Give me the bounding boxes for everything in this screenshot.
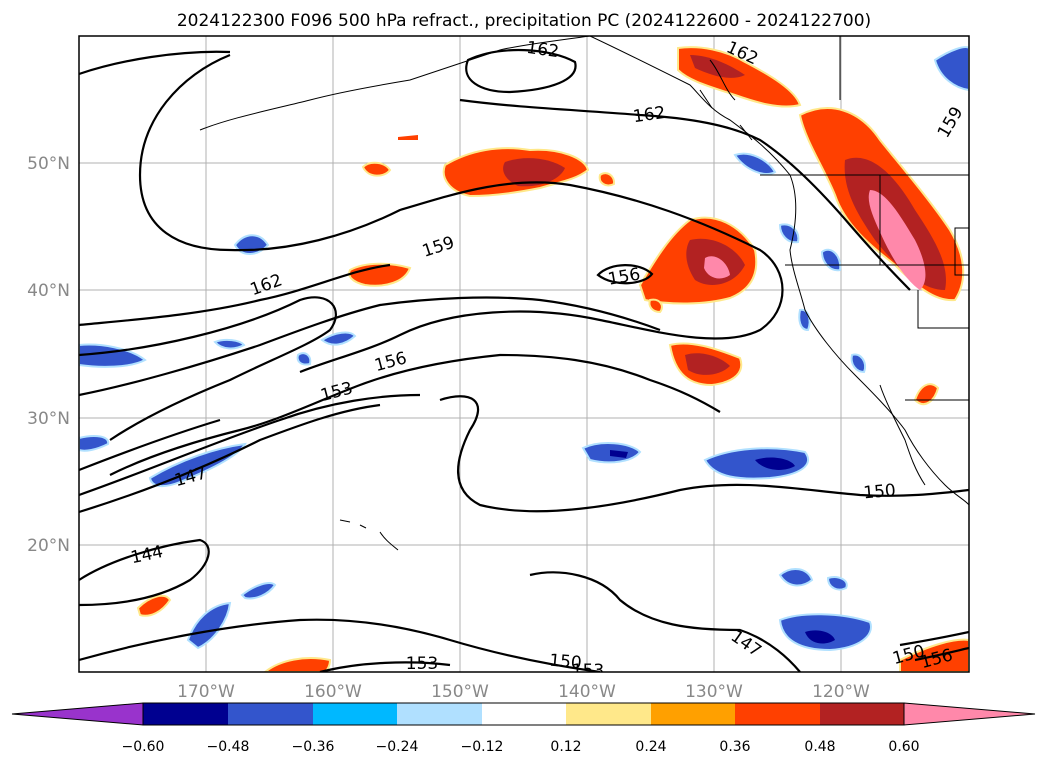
colorbar-tick-label: 0.36	[719, 739, 750, 755]
lon-label: 130°W	[685, 682, 743, 702]
colorbar-bin	[143, 703, 228, 725]
map-title: 2024122300 F096 500 hPa refract., precip…	[177, 11, 871, 31]
lat-label: 40°N	[27, 281, 70, 301]
colorbar-bin	[651, 703, 735, 725]
longitude-labels: 170°W 160°W 150°W 140°W 130°W 120°W	[177, 682, 870, 702]
colorbar-tick-label: 0.60	[888, 739, 919, 755]
lat-label: 20°N	[27, 536, 70, 556]
contour-label: 153	[572, 661, 604, 681]
colorbar-tick-label: −0.12	[461, 739, 504, 755]
contour-label: 162	[632, 103, 667, 127]
colorbar-tick-label: 0.48	[804, 739, 835, 755]
colorbar-tick-label: −0.60	[122, 739, 165, 755]
colorbar-bin	[482, 703, 566, 725]
contour-label: 150	[863, 481, 897, 504]
colorbar-bin	[313, 703, 397, 725]
precip-negative-areas	[79, 46, 969, 652]
colorbar-tick-label: −0.24	[376, 739, 419, 755]
colorbar-tick-label: 0.12	[550, 739, 581, 755]
colorbar-ticks: −0.60 −0.48 −0.36 −0.24 −0.12 0.12 0.24 …	[122, 739, 920, 755]
coastlines	[199, 36, 969, 551]
colorbar-bin	[566, 703, 651, 725]
lon-label: 150°W	[431, 682, 489, 702]
colorbar-tick-label: −0.36	[292, 739, 335, 755]
colorbar-bin	[228, 703, 313, 725]
colorbar-tick-label: −0.48	[207, 739, 250, 755]
political-borders	[760, 36, 969, 401]
lat-label: 30°N	[27, 409, 70, 429]
contour-label: 153	[406, 654, 438, 674]
lon-label: 170°W	[177, 682, 235, 702]
lon-label: 160°W	[304, 682, 362, 702]
colorbar-over-triangle	[903, 702, 1036, 726]
contour-label: 150	[548, 651, 582, 674]
lon-label: 140°W	[558, 682, 616, 702]
latitude-labels: 50°N 40°N 30°N 20°N	[27, 154, 70, 556]
lon-label: 120°W	[812, 682, 870, 702]
colorbar-under-triangle	[11, 702, 144, 726]
colorbar-bin	[397, 703, 482, 725]
height-contours	[79, 48, 969, 672]
lat-label: 50°N	[27, 154, 70, 174]
colorbar-bin	[820, 703, 904, 725]
colorbar-tick-label: 0.24	[635, 739, 666, 755]
precip-positive-areas	[136, 46, 969, 672]
contour-label: 162	[525, 38, 560, 62]
colorbar: −0.60 −0.48 −0.36 −0.24 −0.12 0.12 0.24 …	[11, 702, 1036, 755]
colorbar-frame	[142, 702, 905, 726]
map-frame	[78, 35, 970, 673]
colorbar-bin	[735, 703, 820, 725]
